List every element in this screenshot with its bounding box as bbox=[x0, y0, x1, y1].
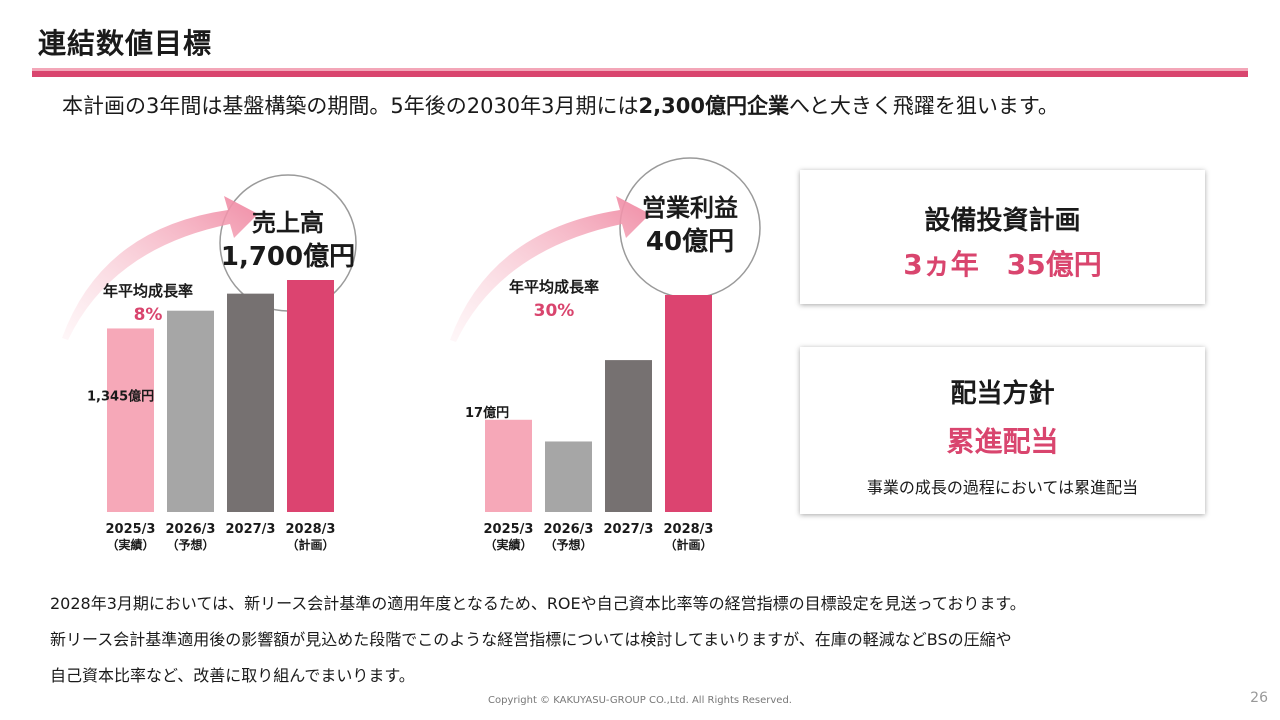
sales-bar-2025-3 bbox=[107, 328, 154, 512]
op-profit-tick-label: 2027/3 bbox=[604, 522, 654, 537]
op-profit-tick-note: （予想） bbox=[544, 537, 592, 552]
op-profit-tick-label: 2028/3 bbox=[664, 522, 714, 537]
sales-growth-arrow bbox=[62, 196, 258, 340]
dividend-note: 事業の成長の過程においては累進配当 bbox=[866, 478, 1139, 497]
op-profit-cagr-value: 30% bbox=[534, 301, 575, 321]
op-profit-bar-2025-3 bbox=[485, 419, 532, 512]
sales-chart: 2025/3（実績） 1,345億円 2026/3（予想） 2027/3 2028/3（… bbox=[62, 174, 357, 552]
op-profit-data-label: 17億円 bbox=[465, 405, 509, 421]
sales-data-label: 1,345億円 bbox=[87, 388, 154, 404]
op-profit-tick-label: 2025/3 bbox=[484, 522, 534, 537]
op-profit-tick-note: （計画） bbox=[664, 537, 712, 552]
dividend-value: 累進配当 bbox=[946, 425, 1059, 458]
sales-target-label: 1,700億円 bbox=[221, 242, 355, 272]
sales-bar-2027-3 bbox=[227, 293, 274, 512]
op-profit-target-label: 40億円 bbox=[646, 227, 734, 257]
op-profit-tick-label: 2026/3 bbox=[544, 522, 594, 537]
footer-copyright: Copyright © KAKUYASU-GROUP CO.,Ltd. All … bbox=[488, 695, 792, 706]
op-profit-tick-note: （実績） bbox=[484, 537, 532, 552]
sales-tick-label: 2026/3 bbox=[166, 522, 216, 537]
op-profit-cagr-label: 年平均成長率 bbox=[509, 278, 599, 296]
operating-profit-chart: 2025/3（実績） 17億円 2026/3（予想） 2027/3 2028/3（計画）… bbox=[450, 157, 761, 552]
sales-cagr-label: 年平均成長率 bbox=[103, 282, 193, 300]
capex-card: 設備投資計画 3ヵ年 35億円 bbox=[800, 170, 1205, 304]
sales-bar-2026-3 bbox=[167, 310, 214, 512]
op-profit-bar-2027-3 bbox=[605, 360, 652, 512]
slide-title: 連結数値目標 bbox=[38, 27, 213, 60]
title-divider bbox=[32, 68, 1248, 77]
headline: 本計画の3年間は基盤構築の期間。5年後の2030年3月期には2,300億円企業へ… bbox=[62, 90, 1242, 120]
headline-bold: 2,300億円企業 bbox=[638, 94, 789, 118]
sales-tick-label: 2025/3 bbox=[106, 522, 156, 537]
op-profit-chart-title: 営業利益 bbox=[642, 194, 738, 222]
op-profit-growth-arrow bbox=[450, 196, 650, 342]
sales-cagr-value: 8% bbox=[134, 305, 163, 325]
op-profit-bar-2026-3 bbox=[545, 441, 592, 512]
sales-chart-title: 売上高 bbox=[252, 209, 324, 237]
page-number: 26 bbox=[1250, 690, 1268, 706]
sales-bar-2028-3 bbox=[287, 280, 334, 512]
capex-title: 設備投資計画 bbox=[924, 206, 1081, 236]
dividend-title: 配当方針 bbox=[950, 379, 1055, 409]
dividend-card: 配当方針 累進配当 事業の成長の過程においては累進配当 bbox=[800, 347, 1205, 514]
headline-post: へと大きく飛躍を狙います。 bbox=[788, 94, 1059, 118]
sales-tick-note: （予想） bbox=[166, 537, 214, 552]
note-line-3: 自己資本比率など、改善に取り組んでまいります。 bbox=[50, 666, 415, 685]
op-profit-bar-2028-3 bbox=[665, 295, 712, 512]
sales-tick-label: 2028/3 bbox=[286, 522, 336, 537]
sales-tick-note: （計画） bbox=[286, 537, 334, 552]
sales-tick-label: 2027/3 bbox=[226, 522, 276, 537]
capex-value: 3ヵ年 35億円 bbox=[903, 248, 1102, 281]
headline-pre: 本計画の3年間は基盤構築の期間。5年後の2030年3月期には bbox=[62, 94, 639, 118]
sales-tick-note: （実績） bbox=[106, 537, 154, 552]
note-line-2: 新リース会計基準適用後の影響額が見込めた段階でこのような経営指標については検討し… bbox=[50, 630, 1012, 649]
note-line-1: 2028年3月期においては、新リース会計基準の適用年度となるため、ROEや自己資… bbox=[50, 594, 1026, 613]
